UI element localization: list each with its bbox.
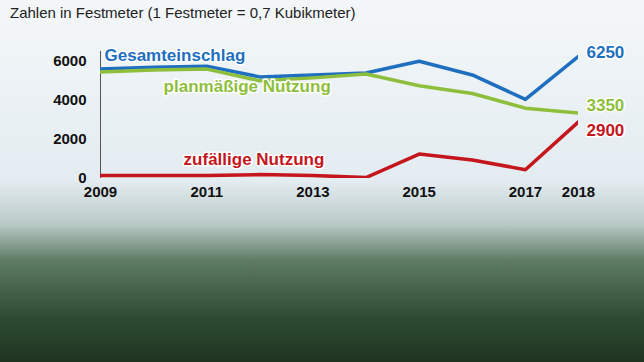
svg-text:zufällige Nutzung: zufällige Nutzung bbox=[184, 150, 325, 169]
svg-text:2009: 2009 bbox=[84, 183, 117, 200]
svg-text:2013: 2013 bbox=[296, 183, 329, 200]
svg-text:2900: 2900 bbox=[587, 121, 625, 140]
svg-text:planmäßige Nutzung: planmäßige Nutzung bbox=[164, 77, 331, 96]
svg-text:6250: 6250 bbox=[587, 43, 625, 62]
svg-text:2000: 2000 bbox=[53, 130, 86, 147]
html-text:Zahlen in Festmeter (1 Festmet: Zahlen in Festmeter (1 Festmeter = 0,7 K… bbox=[10, 4, 356, 21]
svg-text:2017: 2017 bbox=[509, 183, 542, 200]
svg-text:4000: 4000 bbox=[53, 91, 86, 108]
svg-text:2015: 2015 bbox=[402, 183, 435, 200]
svg-text:2018: 2018 bbox=[562, 183, 595, 200]
svg-text:3350: 3350 bbox=[587, 96, 625, 115]
svg-text:2011: 2011 bbox=[190, 183, 223, 200]
svg-text:Gesamteinschlag: Gesamteinschlag bbox=[105, 46, 246, 65]
svg-text:6000: 6000 bbox=[53, 52, 86, 69]
svg-text:0: 0 bbox=[78, 169, 87, 187]
